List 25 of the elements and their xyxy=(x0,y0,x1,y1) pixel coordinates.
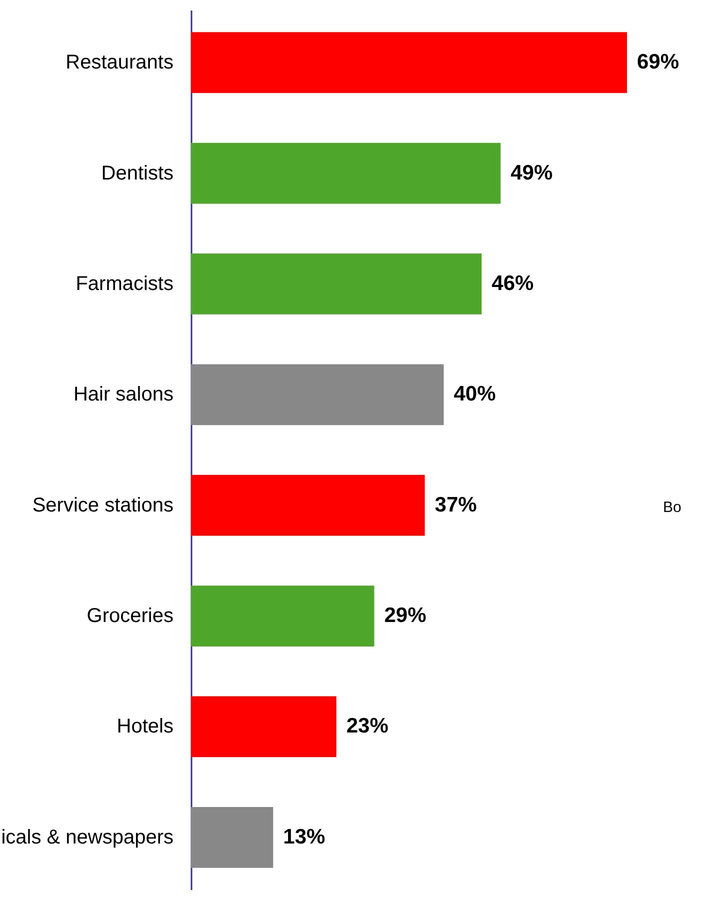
bar xyxy=(191,32,627,94)
data-label: 46% xyxy=(492,272,534,295)
data-label: 40% xyxy=(454,382,496,406)
bar xyxy=(191,364,444,426)
bar xyxy=(191,696,336,758)
data-label: 37% xyxy=(434,493,478,516)
bar xyxy=(191,142,501,204)
y-tick-label: Groceries xyxy=(86,605,174,628)
data-label: 49% xyxy=(510,161,553,184)
y-tick-label: Hotels xyxy=(116,716,174,738)
bar xyxy=(191,254,482,314)
y-tick-label: icals & newspapers xyxy=(1,826,174,848)
text: Bo xyxy=(663,499,682,516)
y-tick-label: Farmacists xyxy=(76,272,174,295)
bar xyxy=(191,806,274,868)
y-tick-label: Dentists xyxy=(101,162,174,184)
data-label: 23% xyxy=(346,714,389,738)
data-label: 69% xyxy=(637,50,680,74)
y-tick-label: Restaurants xyxy=(66,52,174,74)
y-tick-label: Service stations xyxy=(32,494,174,516)
bar xyxy=(191,586,374,646)
bar xyxy=(191,474,425,536)
y-tick-label: Hair salons xyxy=(73,384,174,406)
data-label: 13% xyxy=(283,825,326,848)
data-label: 29% xyxy=(384,604,427,628)
